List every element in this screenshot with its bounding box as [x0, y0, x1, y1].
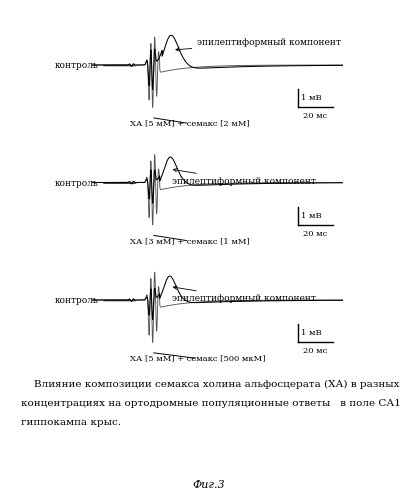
Text: 20 мс: 20 мс: [303, 112, 327, 120]
Text: контроль: контроль: [54, 296, 134, 305]
Text: 1 мВ: 1 мВ: [301, 212, 322, 220]
Text: 20 мс: 20 мс: [303, 347, 327, 355]
Text: контроль: контроль: [54, 61, 134, 70]
Text: 20 мс: 20 мс: [303, 230, 327, 238]
Text: эпилептиформный компонент: эпилептиформный компонент: [172, 286, 316, 303]
Text: 1 мВ: 1 мВ: [301, 329, 322, 337]
Text: Фиг.3: Фиг.3: [193, 480, 225, 490]
Text: ХА [5 мМ] + семакс [2 мМ]: ХА [5 мМ] + семакс [2 мМ]: [130, 118, 249, 128]
Text: гиппокампа крыс.: гиппокампа крыс.: [21, 418, 121, 427]
Text: эпилептиформный компонент: эпилептиформный компонент: [172, 168, 316, 186]
Text: ХА [5 мМ] + семакс [500 мкМ]: ХА [5 мМ] + семакс [500 мкМ]: [130, 353, 265, 362]
Text: концентрациях на ортодромные популяционные ответы   в поле СА1: концентрациях на ортодромные популяционн…: [21, 399, 401, 408]
Text: ХА [3 мМ] + семакс [1 мМ]: ХА [3 мМ] + семакс [1 мМ]: [130, 236, 249, 245]
Text: 1 мВ: 1 мВ: [301, 94, 322, 102]
Text: эпилептиформный компонент: эпилептиформный компонент: [176, 38, 341, 51]
Text: Влияние композиции семакса холина альфосцерата (ХА) в разных: Влияние композиции семакса холина альфос…: [21, 380, 400, 389]
Text: контроль: контроль: [54, 179, 134, 188]
